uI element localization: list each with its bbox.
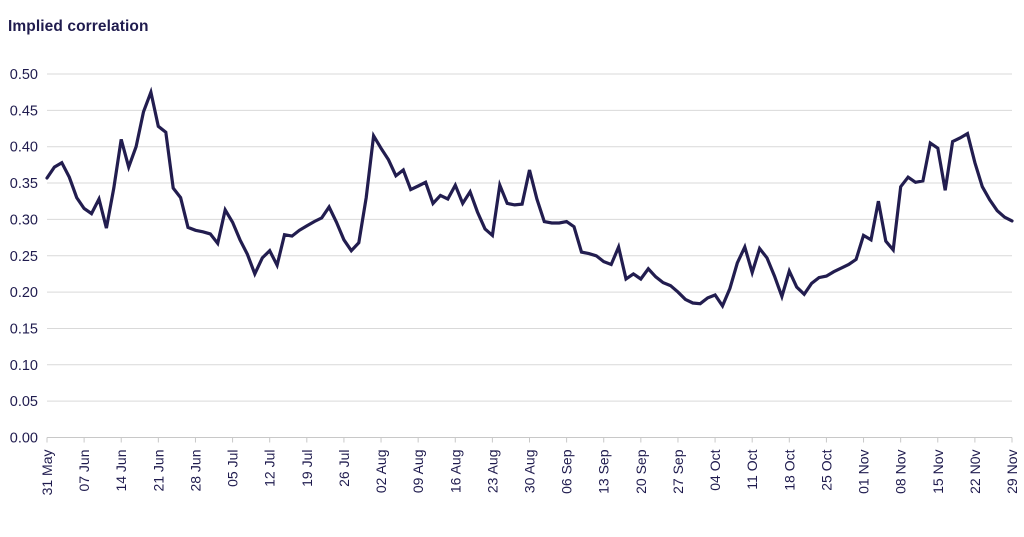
x-axis-label: 25 Oct — [818, 449, 834, 490]
y-axis-label: 0.10 — [10, 358, 38, 374]
x-axis-label: 26 Jul — [336, 450, 352, 487]
implied-correlation-series-line — [45, 86, 1014, 310]
y-axis-label: 0.20 — [10, 285, 38, 301]
x-axis-label: 08 Nov — [893, 450, 909, 494]
x-axis-label: 04 Oct — [707, 449, 723, 490]
x-axis-label: 13 Sep — [596, 449, 612, 494]
x-axis-label: 02 Aug — [373, 450, 389, 494]
x-axis-label: 07 Jun — [76, 450, 92, 492]
x-axis-label: 29 Nov — [1004, 450, 1020, 494]
x-axis-label: 05 Jul — [225, 450, 241, 487]
x-axis-label: 19 Jul — [299, 450, 315, 487]
x-axis-label: 15 Nov — [930, 450, 946, 494]
x-axis-label: 31 May — [39, 450, 55, 496]
chart-title: Implied correlation — [8, 18, 149, 35]
x-axis-label: 12 Jul — [262, 450, 278, 487]
x-axis-label: 23 Aug — [484, 450, 500, 494]
x-axis-label: 21 Jun — [150, 450, 166, 492]
y-axis-label: 0.35 — [10, 176, 38, 192]
x-axis-label: 01 Nov — [856, 450, 872, 494]
x-axis-label: 18 Oct — [781, 449, 797, 490]
y-axis-label: 0.30 — [10, 212, 38, 228]
y-axis-label: 0.45 — [10, 103, 38, 119]
x-axis-label: 06 Sep — [559, 449, 575, 494]
y-axis-label: 0.00 — [10, 431, 38, 447]
x-axis-label: 30 Aug — [522, 450, 538, 494]
x-axis-label: 14 Jun — [113, 450, 129, 492]
x-axis-label: 16 Aug — [447, 450, 463, 494]
y-axis-label: 0.15 — [10, 321, 38, 337]
y-axis-label: 0.05 — [10, 394, 38, 410]
y-axis-label: 0.40 — [10, 140, 38, 156]
x-axis-label: 11 Oct — [744, 449, 760, 489]
x-axis-label: 28 Jun — [187, 450, 203, 492]
x-axis-label: 20 Sep — [633, 449, 649, 494]
y-axis-label: 0.50 — [10, 67, 38, 83]
x-axis-label: 09 Aug — [410, 450, 426, 494]
x-axis-label: 27 Sep — [670, 449, 686, 494]
y-axis-label: 0.25 — [10, 249, 38, 265]
x-axis-label: 22 N0v — [967, 450, 983, 494]
